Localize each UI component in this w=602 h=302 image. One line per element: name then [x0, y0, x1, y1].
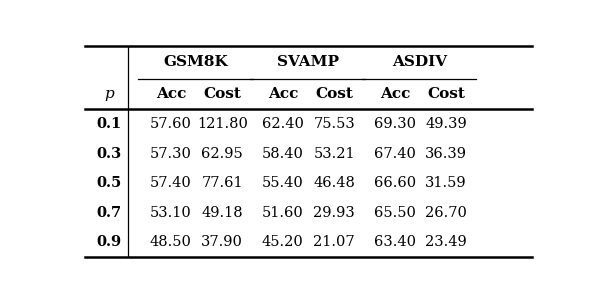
Text: 0.5: 0.5: [96, 176, 122, 190]
Text: 66.60: 66.60: [374, 176, 416, 190]
Text: 57.30: 57.30: [150, 147, 192, 161]
Text: 121.80: 121.80: [197, 117, 247, 131]
Text: Cost: Cost: [427, 87, 465, 101]
Text: 21.07: 21.07: [314, 235, 355, 249]
Text: 37.90: 37.90: [201, 235, 243, 249]
Text: 65.50: 65.50: [374, 206, 416, 220]
Text: Acc: Acc: [268, 87, 298, 101]
Text: p: p: [104, 87, 114, 101]
Text: Acc: Acc: [380, 87, 410, 101]
Text: 67.40: 67.40: [374, 147, 416, 161]
Text: 0.9: 0.9: [96, 235, 122, 249]
Text: 49.18: 49.18: [202, 206, 243, 220]
Text: 31.59: 31.59: [426, 176, 467, 190]
Text: 45.20: 45.20: [262, 235, 304, 249]
Text: Cost: Cost: [315, 87, 353, 101]
Text: Cost: Cost: [203, 87, 241, 101]
Text: 62.40: 62.40: [262, 117, 304, 131]
Text: 48.50: 48.50: [150, 235, 192, 249]
Text: 46.48: 46.48: [313, 176, 355, 190]
Text: 49.39: 49.39: [425, 117, 467, 131]
Text: ASDIV: ASDIV: [392, 55, 447, 69]
Text: 58.40: 58.40: [262, 147, 304, 161]
Text: 51.60: 51.60: [262, 206, 304, 220]
Text: 77.61: 77.61: [202, 176, 243, 190]
Text: 26.70: 26.70: [425, 206, 467, 220]
Text: SVAMP: SVAMP: [276, 55, 338, 69]
Text: 36.39: 36.39: [425, 147, 467, 161]
Text: 53.10: 53.10: [150, 206, 192, 220]
Text: GSM8K: GSM8K: [163, 55, 228, 69]
Text: 0.1: 0.1: [96, 117, 122, 131]
Text: 63.40: 63.40: [374, 235, 416, 249]
Text: 62.95: 62.95: [201, 147, 243, 161]
Text: 69.30: 69.30: [374, 117, 416, 131]
Text: 0.7: 0.7: [96, 206, 122, 220]
Text: 29.93: 29.93: [313, 206, 355, 220]
Text: 55.40: 55.40: [262, 176, 304, 190]
Text: 53.21: 53.21: [314, 147, 355, 161]
Text: 0.3: 0.3: [96, 147, 122, 161]
Text: Acc: Acc: [156, 87, 186, 101]
Text: 23.49: 23.49: [425, 235, 467, 249]
Text: 57.60: 57.60: [150, 117, 192, 131]
Text: 57.40: 57.40: [150, 176, 192, 190]
Text: 75.53: 75.53: [313, 117, 355, 131]
